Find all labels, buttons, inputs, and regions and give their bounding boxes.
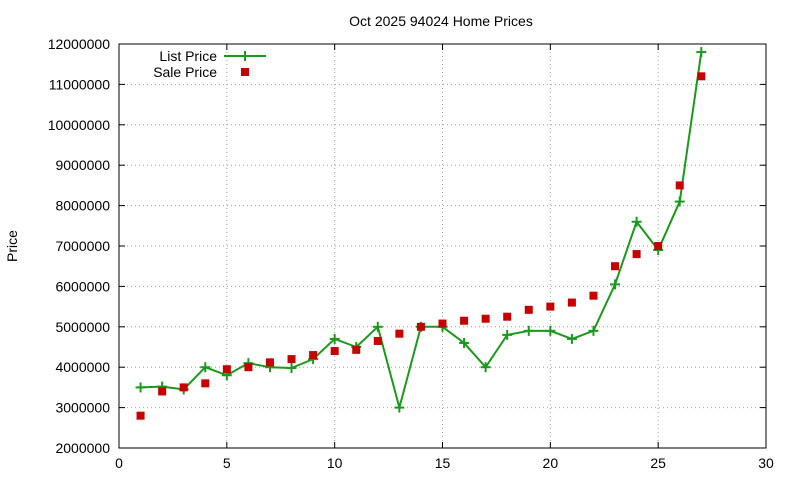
data-point (460, 316, 469, 325)
data-point (480, 362, 491, 373)
data-point (631, 216, 642, 227)
legend-label: Sale Price (153, 64, 217, 80)
x-tick-label: 25 (650, 455, 666, 471)
data-point (265, 358, 274, 367)
data-point (675, 181, 684, 190)
x-tick-label: 15 (435, 455, 451, 471)
data-point (222, 365, 231, 374)
data-point (352, 345, 361, 354)
data-point (135, 382, 146, 393)
y-tick-label: 9000000 (55, 157, 110, 173)
y-tick-label: 3000000 (55, 400, 110, 416)
x-tick-label: 0 (115, 455, 123, 471)
x-tick-label: 5 (223, 455, 231, 471)
data-point (395, 329, 404, 338)
data-point (158, 387, 167, 396)
chart-title: Oct 2025 94024 Home Prices (349, 13, 533, 29)
y-tick-label: 4000000 (55, 359, 110, 375)
plot-frame (118, 43, 767, 449)
data-point (567, 298, 576, 307)
x-tick-label: 10 (327, 455, 343, 471)
data-point (286, 363, 297, 374)
grid-lines (119, 44, 766, 448)
y-tick-label: 7000000 (55, 238, 110, 254)
y-tick-label: 2000000 (55, 440, 110, 456)
data-point (287, 355, 296, 364)
data-point (373, 336, 382, 345)
x-tick-label: 30 (758, 455, 774, 471)
data-point (589, 291, 598, 300)
data-point (697, 72, 706, 81)
x-tick-label: 20 (543, 455, 559, 471)
y-tick-label: 6000000 (55, 278, 110, 294)
y-axis-label: Price (4, 230, 20, 262)
data-point (481, 314, 490, 323)
data-point (674, 196, 685, 207)
data-point (200, 362, 211, 373)
data-point (201, 379, 210, 388)
legend-sample (224, 51, 266, 61)
data-point (654, 242, 663, 250)
data-point (610, 279, 621, 290)
y-tick-label: 8000000 (55, 198, 110, 214)
data-point (632, 250, 641, 259)
data-point (372, 321, 383, 332)
data-point (524, 305, 533, 314)
y-tick-label: 11000000 (49, 76, 110, 92)
data-point (394, 402, 405, 413)
data-point (136, 411, 145, 420)
data-point (546, 302, 555, 311)
data-point (330, 347, 339, 356)
legend-label: List Price (159, 48, 217, 64)
y-tick-label: 12000000 (48, 36, 111, 52)
data-point (329, 333, 340, 344)
series-marks (135, 47, 707, 420)
data-point (416, 322, 425, 331)
data-point (244, 363, 253, 372)
data-point (459, 337, 470, 348)
data-point (696, 47, 707, 58)
data-point (588, 325, 599, 336)
data-point (309, 351, 318, 360)
data-point (502, 329, 513, 340)
data-point (438, 319, 447, 328)
data-point (503, 312, 512, 321)
data-point (179, 383, 188, 392)
y-tick-label: 10000000 (48, 117, 111, 133)
y-tick-label: 5000000 (55, 319, 110, 335)
data-point (545, 325, 556, 336)
legend-sample (241, 68, 249, 76)
data-point (566, 333, 577, 344)
tick-labels: 0 5 10 15 20 25 30 2000000 3000000 4000000 5000000… (48, 36, 774, 471)
series-1 (136, 72, 706, 420)
data-point (523, 325, 534, 336)
data-point (611, 262, 620, 271)
